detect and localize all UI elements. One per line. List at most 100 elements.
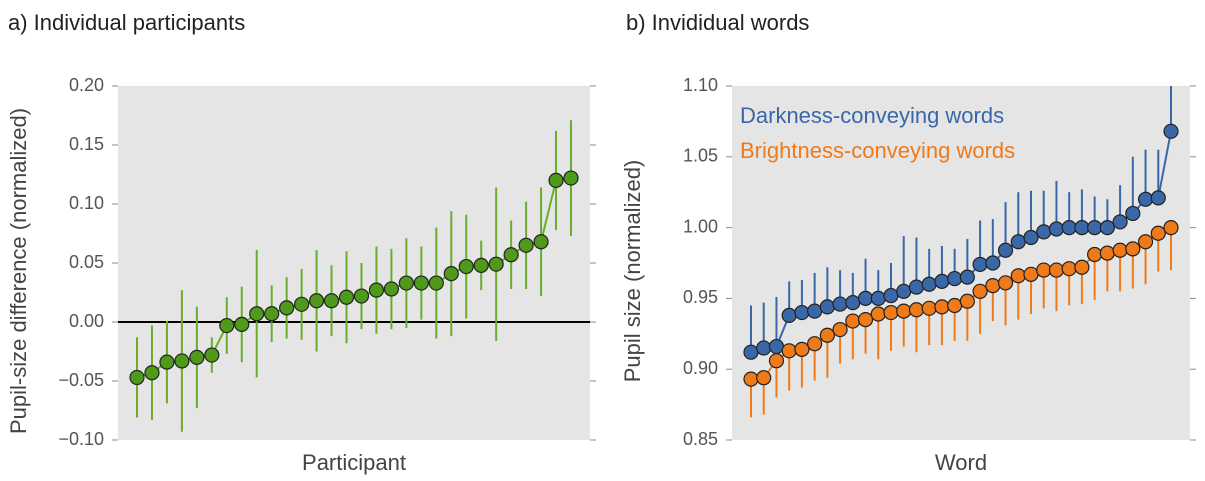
marker [398,275,414,291]
marker [832,296,848,312]
marker [443,266,459,282]
marker [947,270,963,287]
marker [1036,262,1052,278]
marker [883,304,899,321]
marker [234,316,250,332]
marker [807,336,823,352]
x-axis-label: Participant [302,450,406,475]
marker [308,293,325,309]
y-tick-label: 0.90 [683,358,718,378]
marker [323,293,340,309]
marker [533,234,549,250]
marker [794,304,810,321]
marker [279,300,295,316]
marker [1137,234,1154,250]
marker [1048,221,1065,237]
marker [1150,190,1166,206]
marker [563,170,579,186]
marker [807,303,823,319]
marker [959,269,975,285]
marker [144,365,160,381]
marker [1023,229,1039,246]
marker [908,279,925,295]
y-tick-label: 1.00 [683,216,718,236]
marker [1023,266,1039,282]
marker [756,370,772,386]
marker [1125,241,1141,257]
marker [219,317,235,334]
marker [1087,246,1103,263]
marker [204,347,220,363]
marker [458,258,474,275]
marker [503,247,519,263]
marker [338,289,355,305]
marker [921,276,937,292]
marker [1099,245,1115,261]
legend-entry: Darkness-conveying words [740,103,1004,128]
marker [896,283,912,299]
marker [832,321,848,338]
y-tick-label: 0.15 [69,134,104,154]
y-tick-label: −0.10 [58,429,104,449]
marker [997,242,1014,258]
marker [189,349,205,365]
marker [249,306,265,322]
y-tick-label: 0.10 [69,193,104,213]
panel-title: a) Individual participants [8,10,245,35]
panel-title: b) Invididual words [626,10,809,35]
plot-background [732,86,1190,440]
y-tick-label: 0.00 [69,311,104,331]
marker [1112,214,1128,230]
marker [985,278,1001,294]
marker [997,275,1014,291]
marker [1048,262,1065,278]
x-axis-label: Word [935,450,987,475]
marker [1137,191,1154,207]
marker [781,307,797,323]
marker [781,343,797,359]
marker [921,300,937,316]
marker [1163,123,1179,139]
y-tick-label: 0.85 [683,429,718,449]
marker [845,313,861,329]
marker [1036,224,1052,240]
y-tick-label: 0.05 [69,252,104,272]
marker [548,172,564,188]
marker [743,371,759,387]
y-axis-label: Pupil size (normalized) [620,160,645,383]
marker [985,255,1001,271]
marker [947,297,963,314]
marker [896,303,912,319]
marker [1150,225,1166,241]
marker [972,256,988,273]
marker [413,275,429,291]
marker [959,293,975,309]
marker [1074,259,1090,275]
marker [1087,220,1103,236]
marker [1163,220,1179,236]
y-axis-label: Pupil-size difference (normalized) [6,108,31,434]
marker [428,275,444,291]
marker [1125,205,1141,222]
y-tick-label: 0.95 [683,287,718,307]
marker [934,299,950,315]
marker [1010,234,1026,250]
marker [819,327,835,343]
marker [383,281,400,297]
plot-background [118,86,590,440]
marker [1010,268,1026,284]
marker [768,338,785,355]
marker [794,341,810,357]
marker [129,369,145,386]
marker [1112,242,1128,258]
marker [845,295,861,311]
marker [870,290,886,306]
marker [1061,220,1077,236]
marker [518,237,534,253]
y-tick-label: 1.05 [683,146,718,166]
marker [756,340,772,356]
marker [768,353,785,369]
y-tick-label: 0.20 [69,75,104,95]
